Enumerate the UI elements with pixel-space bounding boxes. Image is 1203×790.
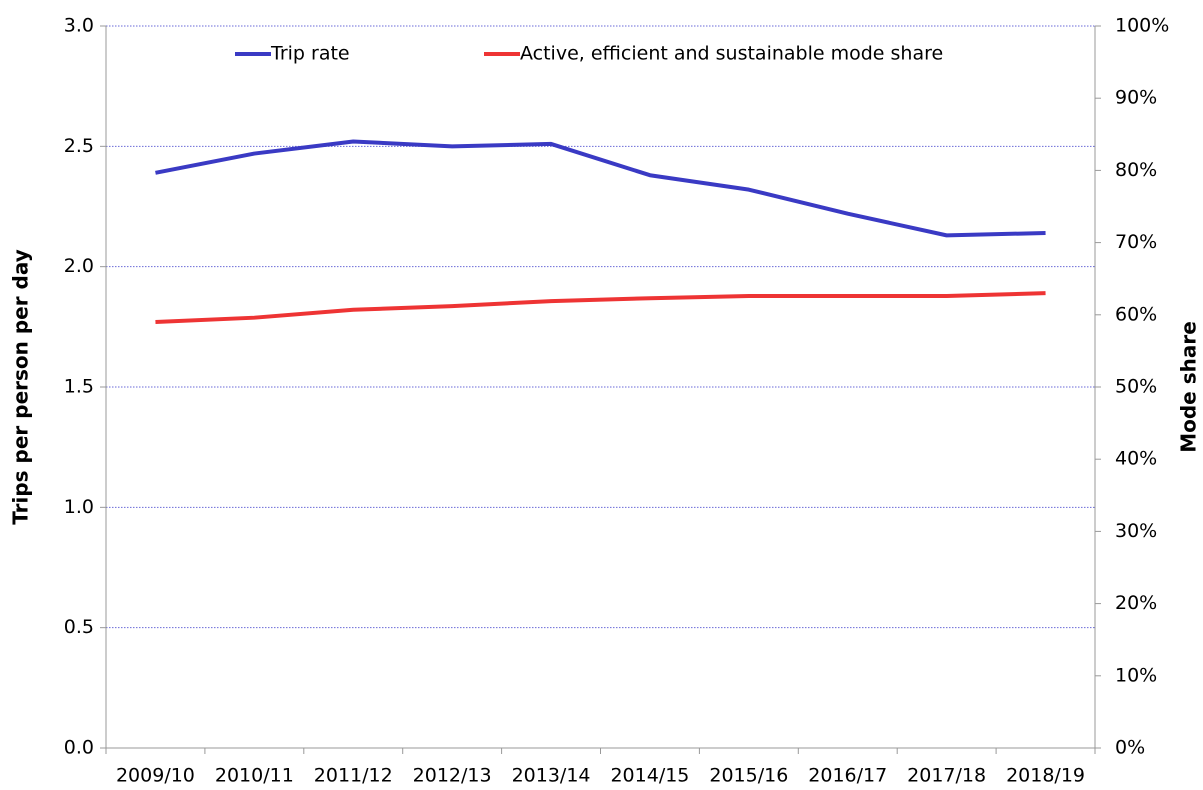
- legend-label: Trip rate: [270, 43, 350, 65]
- y-tick-label: 1.0: [64, 496, 94, 518]
- data-line: [155, 139, 1046, 238]
- y2-tick-label: 50%: [1115, 376, 1157, 398]
- x-tick-label: 2017/18: [907, 765, 986, 787]
- y2-tick-label: 40%: [1115, 448, 1157, 470]
- y2-tick-label: 20%: [1115, 592, 1157, 614]
- y2-tick-label: 10%: [1115, 664, 1157, 686]
- x-tick-label: 2010/11: [215, 765, 294, 787]
- x-tick-label: 2016/17: [808, 765, 887, 787]
- y2-tick-label: 70%: [1115, 231, 1157, 253]
- x-tick-label: 2013/14: [512, 765, 591, 787]
- y-tick-label: 0.0: [64, 737, 94, 759]
- y-tick-label: 2.0: [64, 255, 94, 277]
- data-line: [155, 291, 1046, 325]
- y-tick-label: 2.5: [64, 135, 94, 157]
- x-tick-label: 2009/10: [116, 765, 195, 787]
- x-tick-label: 2011/12: [314, 765, 393, 787]
- legend-label: Active, efficient and sustainable mode s…: [520, 43, 943, 65]
- y-tick-label: 1.5: [64, 376, 94, 398]
- y2-tick-label: 100%: [1115, 15, 1169, 37]
- y-axis-label: Trips per person per day: [9, 249, 33, 525]
- x-tick-label: 2018/19: [1006, 765, 1085, 787]
- y-tick-label: 3.0: [64, 15, 94, 37]
- x-tick-label: 2014/15: [610, 765, 689, 787]
- y2-tick-label: 30%: [1115, 520, 1157, 542]
- y-tick-label: 0.5: [64, 616, 94, 638]
- y2-tick-label: 80%: [1115, 159, 1157, 181]
- y2-axis-label: Mode share: [1177, 321, 1201, 453]
- x-tick-label: 2015/16: [709, 765, 788, 787]
- y2-tick-label: 60%: [1115, 303, 1157, 325]
- x-tick-label: 2012/13: [413, 765, 492, 787]
- y2-tick-label: 90%: [1115, 87, 1157, 109]
- y2-tick-label: 0%: [1115, 737, 1145, 759]
